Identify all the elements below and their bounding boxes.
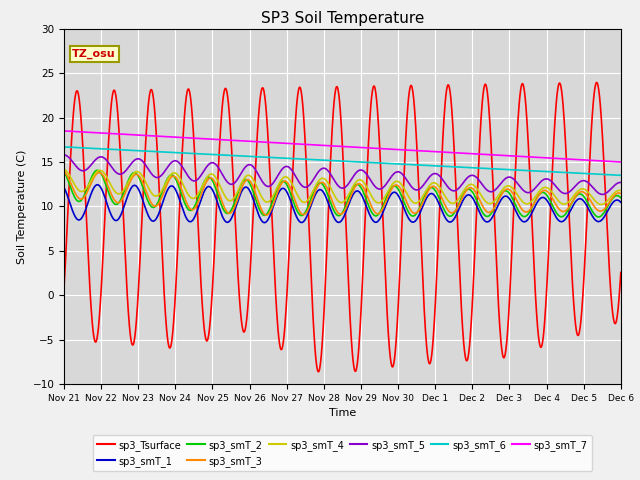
- sp3_smT_3: [551, 200, 559, 206]
- sp3_smT_3: [246, 178, 254, 184]
- sp3_smT_2: [184, 206, 192, 212]
- sp3_smT_3: [429, 183, 437, 189]
- sp3_smT_3: [502, 187, 509, 192]
- sp3_smT_2: [551, 207, 559, 213]
- sp3_smT_7: [551, 156, 559, 161]
- sp3_Tsurface: [170, 310, 178, 316]
- sp3_smT_6: [246, 154, 254, 159]
- sp3_smT_1: [260, 220, 268, 226]
- sp3_smT_7: [170, 134, 178, 140]
- sp3_smT_2: [595, 214, 602, 220]
- sp3_smT_1: [246, 190, 254, 195]
- sp3_smT_7: [246, 138, 254, 144]
- sp3_smT_6: [617, 172, 625, 178]
- sp3_smT_1: [617, 199, 625, 205]
- sp3_smT_3: [262, 212, 270, 218]
- Line: sp3_smT_7: sp3_smT_7: [64, 131, 621, 162]
- sp3_smT_4: [184, 191, 191, 197]
- Line: sp3_smT_6: sp3_smT_6: [64, 147, 621, 175]
- Line: sp3_smT_3: sp3_smT_3: [64, 171, 621, 215]
- sp3_smT_2: [617, 195, 625, 201]
- sp3_smT_4: [60, 167, 68, 172]
- sp3_smT_6: [184, 150, 191, 156]
- sp3_smT_3: [184, 203, 191, 208]
- sp3_smT_2: [171, 174, 179, 180]
- sp3_smT_1: [93, 182, 101, 188]
- X-axis label: Time: Time: [329, 408, 356, 418]
- sp3_smT_1: [184, 218, 192, 224]
- sp3_smT_4: [617, 188, 625, 193]
- sp3_Tsurface: [617, 270, 625, 276]
- sp3_smT_3: [170, 173, 178, 179]
- sp3_smT_1: [171, 185, 179, 191]
- sp3_smT_5: [60, 152, 68, 158]
- sp3_smT_2: [246, 182, 254, 188]
- sp3_Tsurface: [60, 286, 68, 291]
- sp3_smT_6: [502, 167, 509, 172]
- Line: sp3_smT_5: sp3_smT_5: [64, 155, 621, 194]
- sp3_smT_1: [429, 192, 437, 197]
- sp3_smT_6: [60, 144, 68, 150]
- sp3_smT_5: [502, 176, 509, 181]
- sp3_smT_4: [429, 180, 436, 186]
- Text: TZ_osu: TZ_osu: [72, 49, 116, 60]
- sp3_smT_7: [502, 153, 509, 158]
- sp3_smT_7: [60, 128, 68, 134]
- sp3_smT_5: [184, 173, 191, 179]
- sp3_Tsurface: [429, 337, 437, 343]
- Line: sp3_smT_1: sp3_smT_1: [64, 185, 621, 223]
- sp3_Tsurface: [502, 347, 509, 353]
- Line: sp3_Tsurface: sp3_Tsurface: [64, 83, 621, 372]
- sp3_smT_7: [184, 135, 191, 141]
- sp3_smT_2: [93, 168, 101, 173]
- sp3_smT_6: [429, 163, 436, 168]
- sp3_smT_5: [170, 158, 178, 164]
- sp3_Tsurface: [593, 80, 601, 85]
- sp3_Tsurface: [551, 117, 559, 122]
- sp3_smT_5: [617, 180, 625, 185]
- sp3_smT_5: [551, 182, 559, 188]
- sp3_smT_4: [597, 202, 605, 207]
- sp3_smT_4: [551, 193, 559, 199]
- sp3_smT_7: [617, 159, 625, 165]
- sp3_smT_2: [60, 168, 68, 174]
- sp3_smT_2: [429, 185, 437, 191]
- sp3_smT_5: [246, 162, 254, 168]
- sp3_smT_4: [502, 184, 509, 190]
- sp3_Tsurface: [246, 269, 254, 275]
- Legend: sp3_Tsurface, sp3_smT_1, sp3_smT_2, sp3_smT_3, sp3_smT_4, sp3_smT_5, sp3_smT_6, : sp3_Tsurface, sp3_smT_1, sp3_smT_2, sp3_…: [93, 435, 592, 471]
- sp3_smT_1: [502, 193, 510, 199]
- sp3_smT_5: [429, 171, 436, 177]
- sp3_smT_4: [246, 173, 254, 179]
- sp3_smT_2: [502, 188, 509, 193]
- sp3_smT_1: [60, 185, 68, 191]
- sp3_Tsurface: [315, 369, 323, 375]
- Line: sp3_smT_2: sp3_smT_2: [64, 170, 621, 217]
- sp3_smT_3: [60, 168, 68, 174]
- sp3_smT_3: [617, 191, 625, 196]
- sp3_smT_1: [552, 213, 559, 219]
- sp3_smT_4: [170, 170, 178, 176]
- Title: SP3 Soil Temperature: SP3 Soil Temperature: [260, 11, 424, 26]
- Y-axis label: Soil Temperature (C): Soil Temperature (C): [17, 149, 27, 264]
- Line: sp3_smT_4: sp3_smT_4: [64, 169, 621, 204]
- sp3_Tsurface: [184, 86, 191, 92]
- sp3_smT_7: [429, 149, 436, 155]
- sp3_smT_6: [551, 169, 559, 175]
- sp3_smT_5: [598, 192, 606, 197]
- sp3_smT_6: [170, 150, 178, 156]
